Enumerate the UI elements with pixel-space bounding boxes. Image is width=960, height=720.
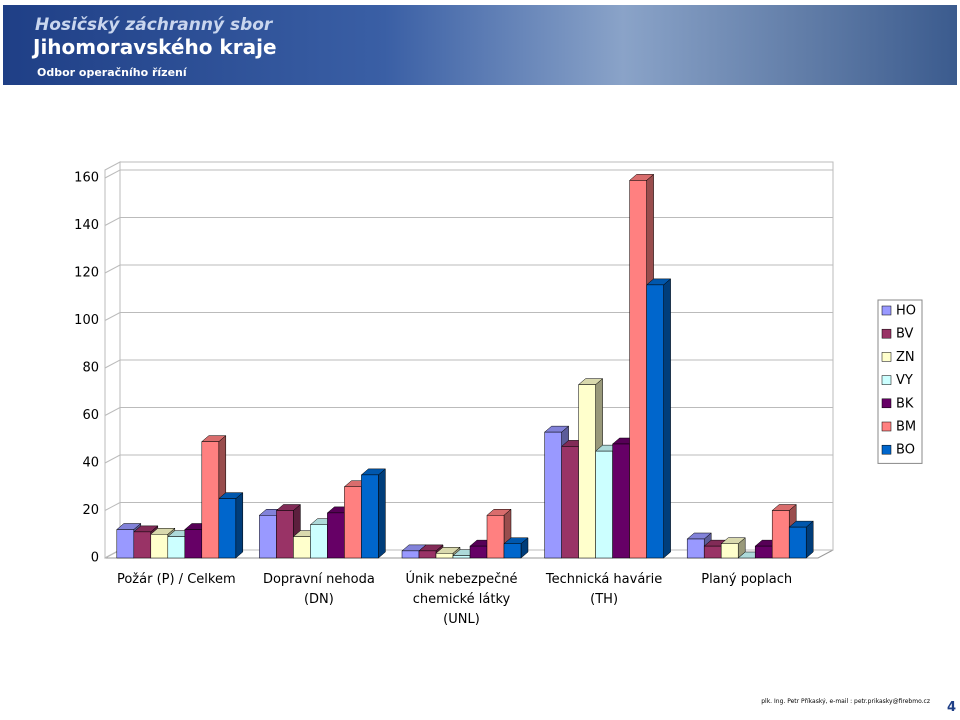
bar	[276, 510, 294, 559]
bar	[469, 545, 488, 559]
y-tick-label: 80	[82, 361, 99, 376]
header-title: Hosičský záchranný sbor	[35, 15, 273, 35]
y-tick-label: 40	[82, 456, 99, 471]
back-wall	[119, 161, 834, 551]
x-tick-label: Únik nebezpečné chemické látky (UNL)	[405, 572, 518, 627]
bar	[150, 534, 169, 559]
grid-line	[104, 264, 833, 274]
bar	[629, 180, 647, 559]
bar	[686, 538, 705, 559]
bar	[561, 446, 579, 559]
bar	[218, 498, 237, 559]
bar	[201, 441, 220, 559]
grid-line	[104, 312, 833, 321]
x-tick-label: Požár (P) / Celkem	[116, 572, 236, 587]
bar	[133, 531, 152, 559]
bar	[310, 524, 328, 559]
x-tick-label: Technická havárie (TH)	[545, 572, 663, 607]
bar	[401, 550, 420, 559]
bar	[595, 450, 613, 559]
bar-side	[235, 492, 244, 559]
legend-label: BK	[896, 396, 914, 411]
bar	[503, 543, 522, 559]
bar	[184, 529, 203, 559]
y-tick-label: 140	[74, 218, 99, 233]
legend-label: ZN	[896, 350, 915, 365]
legend-swatch	[881, 305, 892, 316]
bar	[167, 536, 186, 559]
y-tick-label: 100	[74, 313, 99, 328]
bar	[259, 515, 277, 559]
bar	[344, 486, 362, 559]
bar-side	[805, 520, 814, 559]
grid-line	[104, 359, 833, 369]
legend-swatch	[881, 375, 892, 385]
y-tick-label: 20	[82, 503, 99, 518]
legend-swatch	[881, 328, 892, 339]
x-tick-label: Dopravní nehoda (DN)	[262, 572, 375, 607]
bar-side	[663, 278, 671, 559]
y-tick-label: 60	[82, 408, 99, 423]
bar	[544, 431, 562, 559]
legend-label: BO	[896, 443, 915, 458]
legend-label: BM	[896, 420, 916, 435]
bar	[486, 515, 505, 559]
page-number: 4	[946, 700, 956, 715]
y-tick-label: 160	[74, 171, 99, 186]
bar	[788, 526, 807, 559]
bar	[578, 384, 596, 559]
legend-label: BV	[896, 327, 914, 342]
bar	[435, 553, 454, 559]
x-tick-label: Planý poplach	[701, 572, 793, 587]
bar	[293, 536, 311, 559]
legend-label: VY	[896, 373, 913, 388]
legend-swatch	[881, 398, 892, 409]
grid-line	[104, 217, 833, 226]
y-tick-label: 0	[91, 551, 99, 566]
bar	[646, 284, 664, 559]
bar	[327, 512, 345, 559]
bar	[612, 443, 630, 559]
legend-label: HO	[896, 304, 916, 319]
bar	[703, 545, 722, 559]
footer-author: plk. Ing. Petr Příkaský, e-mail : petr.p…	[761, 698, 930, 705]
grid-line	[104, 169, 833, 179]
bar	[754, 545, 773, 559]
bar-side	[378, 468, 386, 559]
bar	[361, 474, 379, 559]
bar	[418, 550, 437, 559]
bar	[452, 555, 471, 559]
bar	[116, 529, 135, 559]
legend-swatch	[881, 421, 892, 432]
bar	[720, 543, 739, 559]
legend-swatch	[881, 352, 892, 362]
legend-swatch	[881, 444, 892, 455]
header-subtitle: Odbor operačního řízení	[37, 66, 187, 79]
header-banner: Hosičský záchranný sbor Jihomoravského k…	[3, 5, 957, 85]
bar	[771, 510, 790, 559]
header-title: Jihomoravského kraje	[33, 35, 277, 59]
y-tick-label: 120	[74, 266, 99, 281]
